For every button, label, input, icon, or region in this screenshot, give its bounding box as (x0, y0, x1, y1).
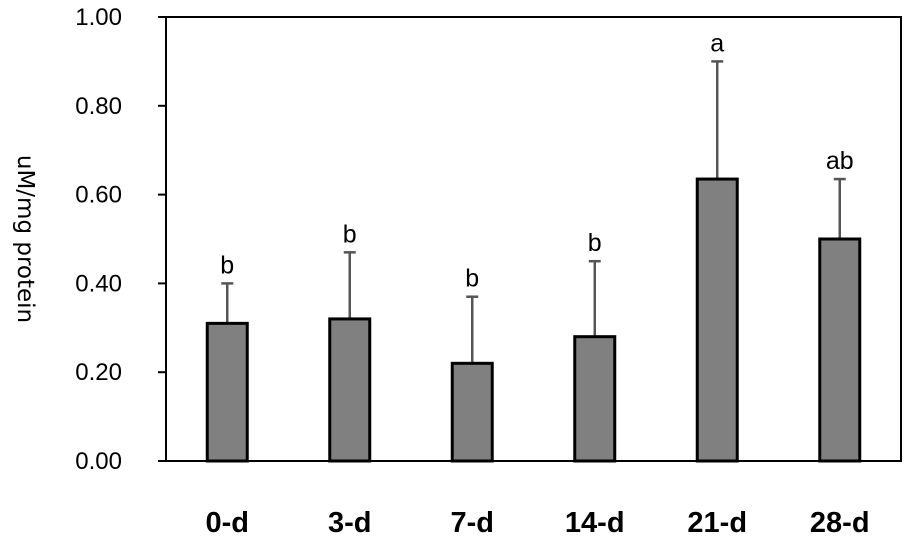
y-tick-label: 1.00 (75, 4, 122, 31)
x-tick-label: 14-d (565, 507, 625, 538)
y-tick-label: 0.40 (75, 270, 122, 297)
significance-label: ab (826, 147, 854, 175)
y-axis-label: uM/mg protein (12, 155, 38, 323)
y-tick-label: 0.20 (75, 359, 122, 386)
significance-label: b (220, 251, 234, 279)
x-tick-label: 0-d (206, 507, 250, 538)
bar-14-d (573, 335, 617, 463)
bar-28-d (818, 237, 862, 463)
significance-label: b (588, 229, 602, 257)
x-tick-label: 7-d (451, 507, 495, 538)
y-tick-label: 0.60 (75, 182, 122, 209)
bar-3-d (328, 317, 372, 463)
bar-7-d (450, 361, 494, 463)
y-tick-label: 0.80 (75, 93, 122, 120)
plot-area-border (165, 16, 902, 462)
significance-label: a (710, 29, 724, 57)
significance-label: b (343, 220, 357, 248)
x-tick-label: 3-d (328, 507, 372, 538)
y-tick-label: 0.00 (75, 448, 122, 475)
x-axis-labels: 0-d 3-d 7-d 14-d 21-d 28-d (206, 507, 870, 538)
bar-21-d (695, 177, 739, 463)
significance-label: b (465, 265, 479, 293)
x-tick-label: 28-d (810, 507, 870, 538)
bars: b b b b a ab (205, 29, 862, 463)
y-axis-ticks: 0.00 0.20 0.40 0.60 0.80 1.00 (75, 4, 166, 475)
bar-0-d (205, 321, 249, 463)
x-tick-label: 21-d (687, 507, 747, 538)
